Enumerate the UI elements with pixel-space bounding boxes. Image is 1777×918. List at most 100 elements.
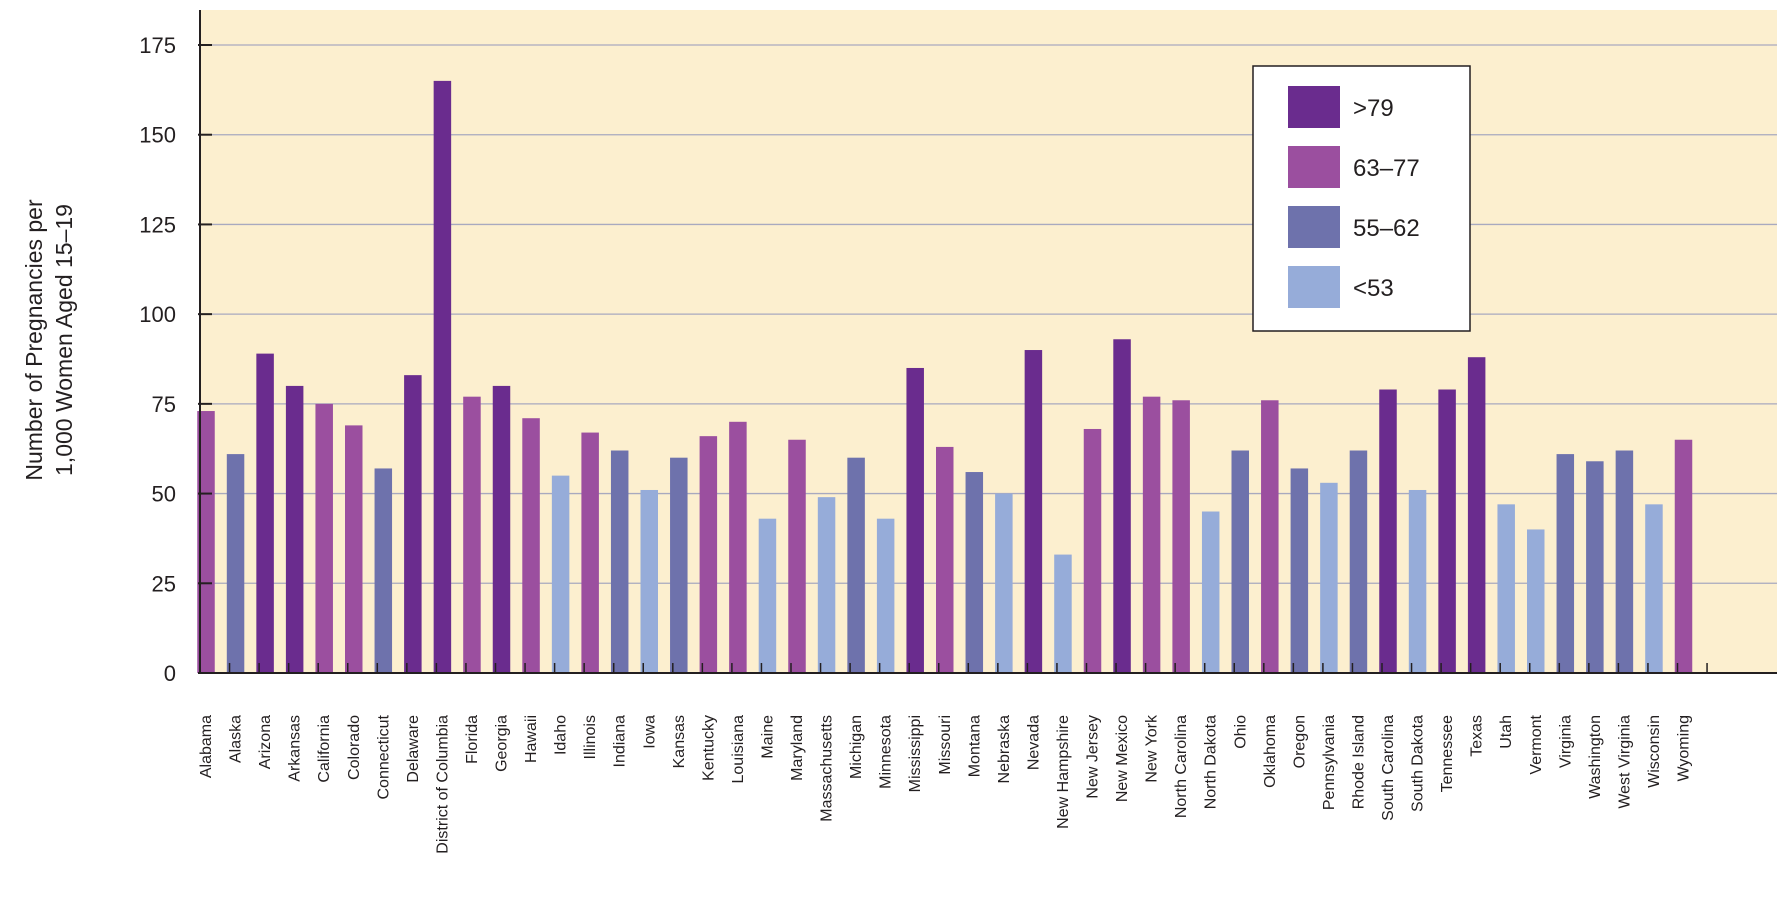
legend-swatch-g3 (1288, 206, 1340, 248)
x-tick-label-new-mexico: New Mexico (1114, 715, 1131, 802)
x-tick-label-new-jersey: New Jersey (1085, 715, 1102, 799)
bar-north-carolina (1172, 400, 1190, 673)
bar-wyoming (1674, 439, 1693, 673)
bar-oregon (1290, 468, 1309, 673)
x-tick-label-iowa: Iowa (641, 715, 658, 749)
bar-new-hampshire (1054, 554, 1072, 673)
x-tick-label-north-dakota: North Dakota (1203, 715, 1220, 809)
bar-vermont (1527, 529, 1545, 673)
x-tick-label-washington: Washington (1587, 715, 1604, 799)
x-tick-label-nebraska: Nebraska (996, 715, 1013, 784)
bar-hawaii (522, 418, 540, 673)
bar-texas (1467, 357, 1486, 673)
x-tick-label-delaware: Delaware (405, 715, 422, 783)
x-tick-label-district-of-columbia: District of Columbia (434, 715, 451, 854)
x-tick-label-north-carolina: North Carolina (1173, 715, 1190, 818)
x-tick-label-mississippi: Mississippi (907, 715, 924, 792)
x-tick-label-alaska: Alaska (228, 715, 245, 763)
bar-georgia (492, 385, 511, 673)
x-tick-label-utah: Utah (1498, 715, 1515, 749)
x-tick-label-wisconsin: Wisconsin (1646, 715, 1663, 788)
y-tick-label-100: 100 (139, 302, 176, 327)
y-tick-label-150: 150 (139, 123, 176, 148)
x-tick-label-arizona: Arizona (257, 715, 274, 769)
bar-arkansas (285, 385, 304, 673)
legend-swatch-g1 (1288, 86, 1340, 128)
y-tick-label-175: 175 (139, 33, 176, 58)
y-tick-label-125: 125 (139, 212, 176, 237)
bar-colorado (345, 425, 363, 673)
x-tick-label-florida: Florida (464, 715, 481, 764)
bar-alabama (197, 411, 215, 673)
bar-tennessee (1438, 389, 1456, 673)
bar-wisconsin (1645, 504, 1663, 673)
bar-missouri (936, 446, 954, 673)
bar-pennsylvania (1320, 482, 1338, 673)
x-tick-label-kentucky: Kentucky (700, 715, 717, 781)
bar-new-york (1142, 396, 1161, 673)
x-tick-label-nevada: Nevada (1025, 715, 1042, 770)
y-tick-label-25: 25 (152, 571, 176, 596)
bar-ohio (1231, 450, 1249, 673)
legend-label-g1: >79 (1353, 95, 1394, 122)
x-tick-label-south-carolina: South Carolina (1380, 715, 1397, 821)
x-tick-label-ohio: Ohio (1232, 715, 1249, 749)
x-tick-label-kansas: Kansas (671, 715, 688, 768)
bar-washington (1586, 461, 1604, 673)
bar-louisiana (729, 421, 747, 673)
bar-arizona (256, 353, 274, 673)
x-tick-label-tennessee: Tennessee (1439, 715, 1456, 792)
x-tick-label-montana: Montana (966, 715, 983, 777)
x-tick-label-connecticut: Connecticut (375, 714, 392, 799)
x-tick-label-alabama: Alabama (198, 715, 215, 778)
x-tick-label-arkansas: Arkansas (287, 715, 304, 782)
bar-mississippi (906, 367, 924, 673)
x-tick-label-missouri: Missouri (937, 715, 954, 775)
y-axis-title-line-2: 1,000 Women Aged 15–19 (51, 204, 77, 476)
bar-virginia (1556, 454, 1575, 673)
x-tick-label-new-hampshire: New Hampshire (1055, 715, 1072, 829)
x-tick-label-massachusetts: Massachusetts (819, 715, 836, 822)
x-tick-label-pennsylvania: Pennsylvania (1321, 715, 1338, 810)
x-tick-label-rhode-island: Rhode Island (1350, 715, 1367, 809)
bar-west-virginia (1615, 450, 1634, 673)
x-tick-label-new-york: New York (1144, 714, 1161, 783)
x-tick-label-louisiana: Louisiana (730, 715, 747, 784)
x-tick-label-colorado: Colorado (346, 715, 363, 780)
legend-label-g3: 55–62 (1353, 215, 1420, 242)
bar-alaska (226, 454, 245, 673)
bar-california (315, 403, 333, 673)
x-tick-label-illinois: Illinois (582, 715, 599, 759)
bar-maine (758, 518, 777, 673)
x-tick-label-georgia: Georgia (494, 715, 511, 772)
x-tick-label-vermont: Vermont (1528, 714, 1545, 774)
legend-label-g2: 63–77 (1353, 155, 1420, 182)
x-tick-label-west-virginia: West Virginia (1616, 715, 1633, 809)
bar-minnesota (876, 518, 895, 673)
bar-michigan (847, 457, 865, 673)
bar-illinois (581, 432, 599, 673)
x-tick-label-minnesota: Minnesota (878, 715, 895, 789)
y-tick-label-75: 75 (152, 392, 176, 417)
legend-swatch-g4 (1288, 266, 1340, 308)
bar-maryland (788, 439, 806, 673)
x-tick-label-indiana: Indiana (612, 715, 629, 768)
bar-kentucky (699, 436, 718, 673)
bar-utah (1497, 504, 1515, 673)
bar-north-dakota (1201, 511, 1220, 673)
bar-montana (965, 472, 984, 673)
bar-oklahoma (1261, 400, 1279, 673)
bar-south-dakota (1408, 489, 1427, 673)
bar-florida (463, 396, 481, 673)
bar-iowa (640, 489, 658, 673)
x-tick-label-oregon: Oregon (1291, 715, 1308, 768)
x-tick-label-michigan: Michigan (848, 715, 865, 779)
x-tick-label-hawaii: Hawaii (523, 715, 540, 763)
y-tick-label-50: 50 (152, 482, 176, 507)
bar-indiana (610, 450, 629, 673)
legend-swatch-g2 (1288, 146, 1340, 188)
y-tick-label-0: 0 (164, 661, 176, 686)
x-tick-label-wyoming: Wyoming (1676, 715, 1693, 782)
x-tick-label-oklahoma: Oklahoma (1262, 715, 1279, 788)
